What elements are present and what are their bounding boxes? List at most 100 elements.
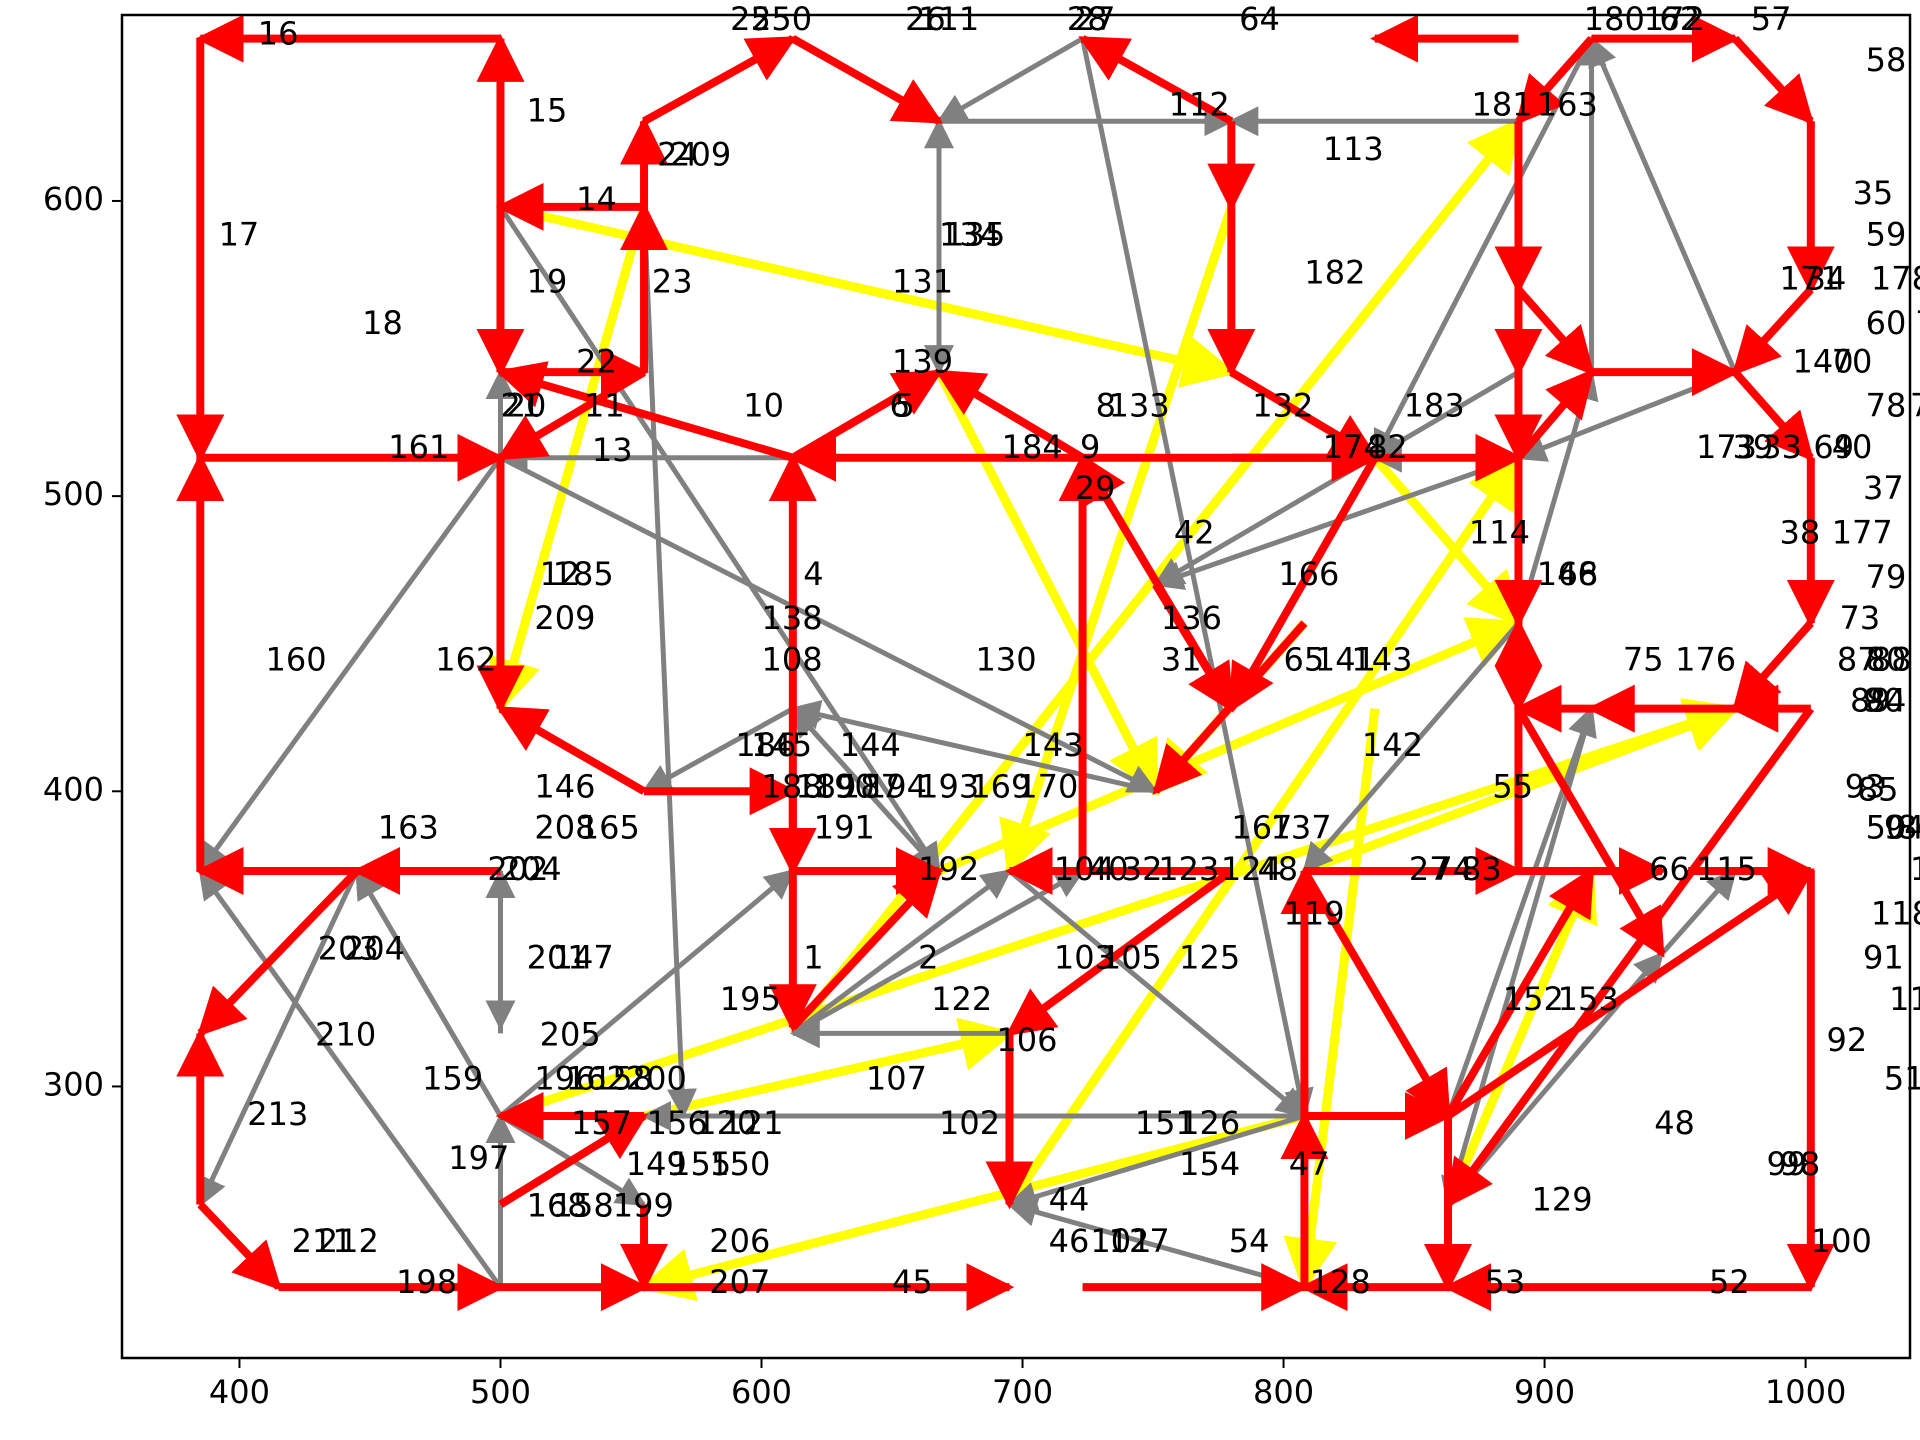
x-axis: 400 500 600 700 800 900 1000: [209, 1358, 1846, 1411]
edge-label: 62: [1659, 0, 1700, 38]
edge-label: 250: [751, 0, 812, 38]
x-tick-label: 900: [1514, 1373, 1575, 1411]
edge-label: 154: [1179, 1145, 1240, 1183]
edge-label: 163: [378, 809, 439, 847]
edge-label: 177: [1832, 513, 1893, 551]
edge-label: 102: [939, 1104, 1000, 1142]
edge-label: 91: [1863, 939, 1904, 977]
edge-label: 39: [1733, 428, 1774, 466]
edge-label: 169: [970, 767, 1031, 805]
edge-159: [198, 868, 503, 1289]
x-tick-label: 500: [470, 1373, 531, 1411]
edge-label: 48: [1654, 1104, 1695, 1142]
edge-label: 65: [1284, 640, 1325, 678]
edge-153: [1300, 868, 1452, 1121]
edge-label: 185: [553, 555, 614, 593]
edge-label: 194: [866, 767, 927, 805]
edge-label: 33: [1761, 428, 1802, 466]
edge-label: 26: [905, 0, 946, 38]
edge-label: 112: [1169, 86, 1230, 124]
x-tick-label: 400: [209, 1373, 270, 1411]
edge-label: 162: [435, 640, 496, 678]
edge-label: 86: [1897, 809, 1920, 847]
edge-label: 172: [1644, 0, 1705, 38]
edge-label: 118: [1871, 894, 1920, 932]
edge-label: 23: [652, 263, 693, 301]
edge-label: 119: [1284, 894, 1345, 932]
edge-label: 68: [1558, 555, 1599, 593]
edge-65: [1152, 582, 1235, 713]
edge-label: 105: [1101, 939, 1162, 977]
edge-119: [499, 698, 1741, 1121]
edge-label: 199: [613, 1186, 674, 1224]
edge-61: [1588, 35, 1738, 374]
edge-label: 40: [1088, 850, 1129, 888]
edge-label: 205: [540, 1015, 601, 1053]
edge-label: 117: [1889, 980, 1920, 1018]
edge-label: 201: [527, 939, 588, 977]
edge-2: [789, 867, 943, 1031]
edge-label: 18: [362, 304, 403, 342]
edge-10: [495, 361, 794, 462]
edge-60: [1731, 286, 1814, 376]
edge-label: 19: [527, 263, 568, 301]
edge-label: 162: [566, 1060, 627, 1098]
edge-156: [643, 1017, 1015, 1121]
edge-label: 171: [1779, 260, 1840, 298]
plot-frame: [120, 13, 1912, 1360]
edge-label: 113: [1323, 130, 1384, 168]
edge-label: 44: [1049, 1181, 1090, 1219]
edge-195: [498, 869, 796, 1118]
edge-122: [791, 868, 1086, 1036]
edge-label: 20: [506, 387, 547, 425]
edge-label: 9: [1080, 428, 1100, 466]
edge-label: 70: [1832, 342, 1873, 380]
edge-194: [790, 706, 941, 873]
edge-47: [1006, 1113, 1306, 1212]
edge-label: 32: [1122, 850, 1163, 888]
edge-label: 170: [1017, 767, 1078, 805]
edge-label: 12: [540, 555, 581, 593]
edge-label: 155: [670, 1145, 731, 1183]
edge-label: 82: [1367, 428, 1408, 466]
edge-label: 104: [1054, 850, 1115, 888]
edge-label: 209: [534, 599, 595, 637]
edge-label: 166: [1278, 555, 1339, 593]
edge-146: [496, 705, 647, 795]
edge-label: 123: [1158, 850, 1219, 888]
edge-label: 21: [500, 387, 541, 425]
edge-label: 84: [1866, 682, 1907, 720]
edge-label: 55: [1492, 767, 1533, 805]
edge-label: 176: [1675, 640, 1736, 678]
edge-label: 163: [1537, 86, 1598, 124]
edge-label: 28: [1067, 0, 1108, 38]
edge-label: 192: [918, 850, 979, 888]
edge-54: [1006, 1197, 1306, 1290]
edge-label: 54: [1229, 1222, 1270, 1260]
edge-label: 178: [1871, 260, 1920, 298]
edge-label: 149: [626, 1145, 687, 1183]
edge-label: 132: [1252, 387, 1313, 425]
edge-label: 153: [1558, 980, 1619, 1018]
edge-label: 130: [976, 640, 1037, 678]
edge-label: 107: [866, 1060, 927, 1098]
edge-label: 60: [1866, 304, 1907, 342]
edge-210: [198, 869, 360, 1208]
edge-73: [1302, 621, 1521, 874]
edge-212: [197, 1201, 282, 1291]
edge-label: 140: [1793, 342, 1854, 380]
edge-132: [999, 205, 1236, 877]
edge-label: 212: [318, 1222, 379, 1260]
edge-label: 161: [388, 428, 449, 466]
edge-137: [1080, 38, 1314, 1119]
edge-label: 29: [1075, 469, 1116, 507]
edge-label: 124: [1221, 850, 1282, 888]
x-tick-label: 800: [1253, 1373, 1314, 1411]
edge-label: 74: [1432, 850, 1473, 888]
edge-label: 158: [592, 1060, 653, 1098]
edge-162: [198, 456, 503, 874]
edge-86: [1515, 706, 1666, 958]
edge-183: [1229, 368, 1380, 462]
edge-105: [1005, 867, 1234, 1037]
